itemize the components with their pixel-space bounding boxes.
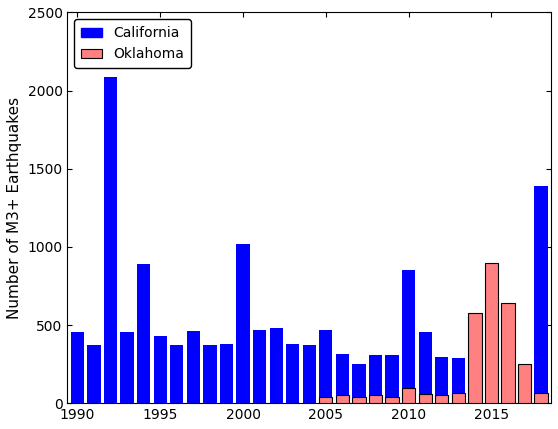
- Bar: [451, 358, 465, 393]
- Bar: [352, 397, 365, 403]
- Bar: [418, 332, 432, 394]
- Bar: [435, 357, 449, 396]
- Bar: [319, 330, 333, 403]
- Bar: [88, 344, 100, 403]
- Bar: [220, 344, 233, 403]
- Bar: [286, 344, 299, 403]
- Bar: [535, 393, 548, 403]
- Bar: [270, 328, 283, 403]
- Bar: [121, 332, 134, 403]
- Bar: [518, 378, 531, 403]
- Bar: [435, 357, 449, 403]
- Bar: [336, 354, 349, 396]
- Bar: [386, 355, 399, 403]
- Bar: [352, 364, 365, 397]
- Bar: [253, 330, 266, 403]
- Bar: [402, 387, 415, 403]
- Bar: [518, 364, 531, 403]
- Bar: [535, 186, 548, 403]
- Bar: [369, 395, 382, 403]
- Bar: [137, 264, 150, 403]
- Bar: [418, 332, 432, 403]
- Bar: [302, 344, 316, 403]
- Bar: [336, 396, 349, 403]
- Bar: [418, 394, 432, 403]
- Bar: [352, 364, 365, 403]
- Bar: [237, 244, 249, 403]
- Bar: [369, 355, 382, 403]
- Y-axis label: Number of M3+ Earthquakes: Number of M3+ Earthquakes: [7, 97, 22, 319]
- Bar: [402, 269, 415, 387]
- Bar: [203, 344, 217, 403]
- Bar: [369, 355, 382, 395]
- Bar: [319, 330, 333, 397]
- Bar: [435, 396, 449, 403]
- Bar: [336, 354, 349, 403]
- Bar: [71, 332, 84, 403]
- Bar: [386, 355, 399, 397]
- Bar: [485, 263, 498, 403]
- Bar: [468, 358, 482, 403]
- Bar: [319, 397, 333, 403]
- Bar: [535, 186, 548, 393]
- Bar: [451, 358, 465, 403]
- Legend: California, Oklahoma: California, Oklahoma: [74, 19, 191, 68]
- Bar: [104, 76, 117, 403]
- Bar: [502, 366, 514, 403]
- Bar: [170, 345, 184, 403]
- Bar: [451, 393, 465, 403]
- Bar: [402, 269, 415, 403]
- Bar: [468, 313, 482, 403]
- Bar: [153, 336, 167, 403]
- Bar: [502, 303, 514, 403]
- Bar: [485, 363, 498, 403]
- Bar: [187, 331, 200, 403]
- Bar: [386, 397, 399, 403]
